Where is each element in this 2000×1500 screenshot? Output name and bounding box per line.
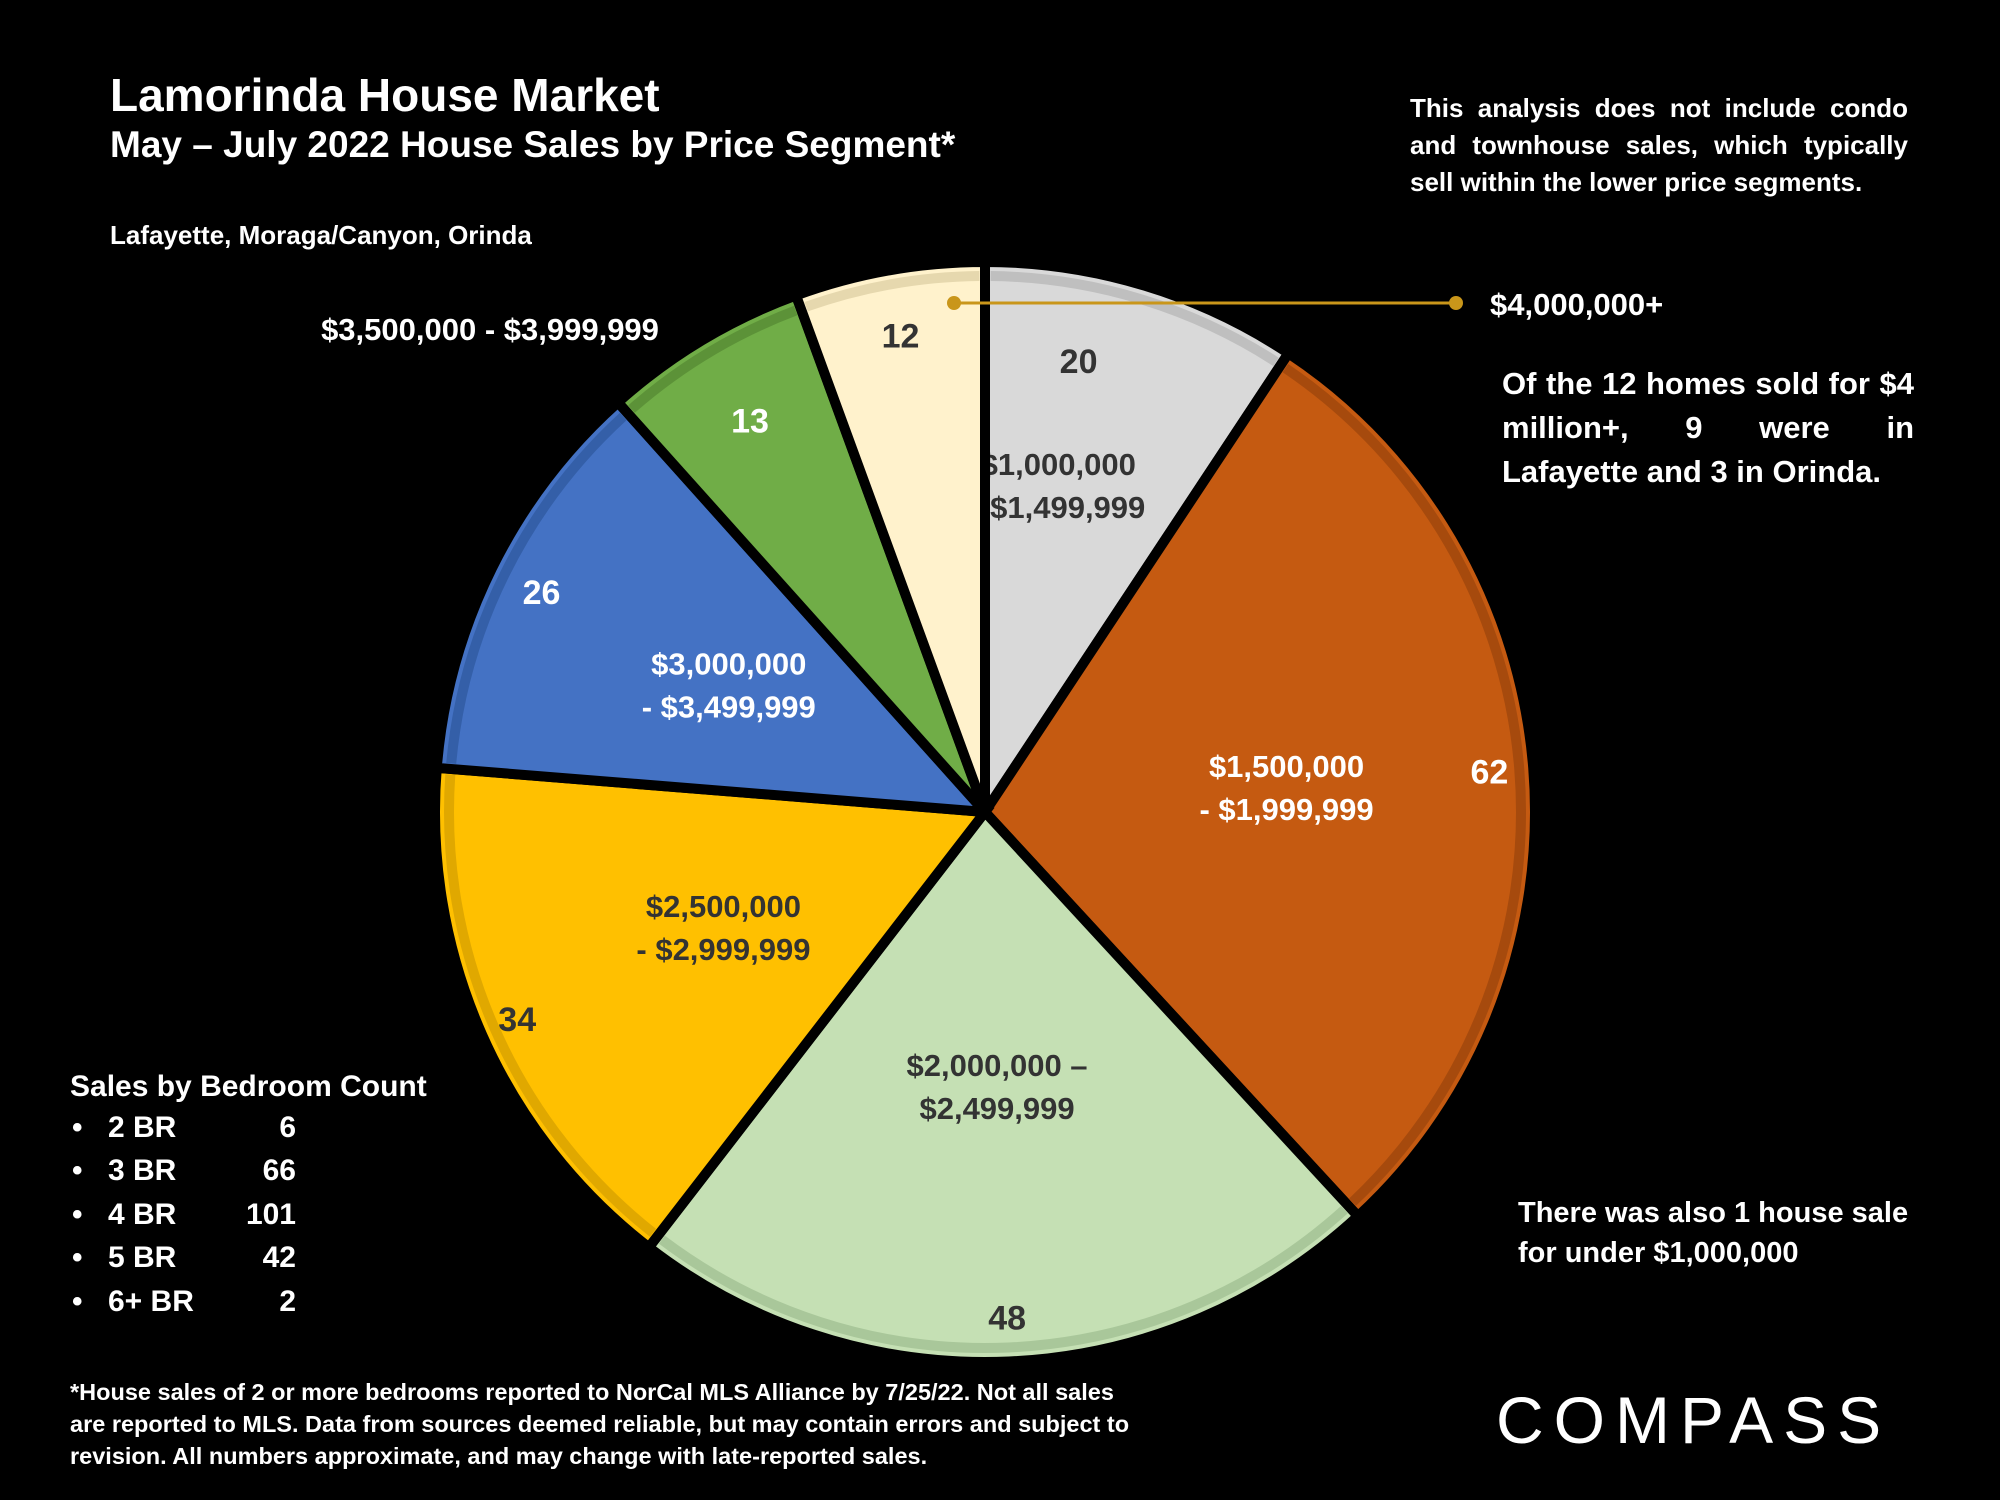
slice-category-label: $1,500,000 [1209, 749, 1364, 784]
pie-slice-rim [990, 271, 1279, 367]
footnote: *House sales of 2 or more bedrooms repor… [70, 1379, 1130, 1469]
bedroom-label: 3 BR [108, 1154, 177, 1188]
pie-slice-rim [658, 1205, 1348, 1353]
logo-text: COMPASS [1496, 1383, 1892, 1457]
slice-value-label: 26 [523, 574, 561, 612]
pie-slice-group [430, 762, 995, 1255]
bedroom-row: • 5 BR 42 [70, 1237, 427, 1281]
chart-title: Lamorinda House Market [110, 69, 660, 121]
bullet-icon: • [72, 1284, 83, 1318]
slice-category-label: $1,000,000 [981, 447, 1136, 482]
slice-value-label: 20 [1060, 343, 1098, 381]
pie-slice-group [789, 256, 990, 814]
slice-category-label: $2,000,000 – [907, 1048, 1088, 1083]
slice-category-label: $3,500,000 - $3,999,999 [321, 312, 659, 347]
pie-slice-rim [446, 412, 627, 764]
bedroom-label: 5 BR [108, 1241, 177, 1275]
under-million-note: There was also 1 house sale for under $1… [1518, 1197, 1909, 1269]
pie-slice [641, 804, 1366, 1367]
slice-category-label: $3,000,000 [651, 646, 806, 681]
bullet-icon: • [72, 1197, 83, 1231]
bedroom-row: • 2 BR 6 [70, 1106, 427, 1150]
slice-category-label: - $3,499,999 [642, 689, 816, 724]
slice-category-label: - $1,499,999 [971, 490, 1145, 525]
bullet-icon: • [72, 1110, 83, 1144]
chart-subtitle: May – July 2022 House Sales by Price Seg… [110, 124, 956, 165]
bedroom-value: 101 [245, 1197, 296, 1231]
bullet-icon: • [72, 1154, 83, 1188]
bedroom-row: • 6+ BR 2 [70, 1280, 427, 1324]
bedroom-value: 2 [279, 1284, 296, 1318]
slice-category-label: $2,499,999 [919, 1091, 1074, 1126]
pie-slice-group [641, 804, 1366, 1367]
bullet-icon: • [72, 1241, 83, 1275]
pie-slice-group [980, 256, 1296, 829]
slice-category-label: - $1,999,999 [1199, 792, 1373, 827]
bedroom-label: 6+ BR [108, 1284, 194, 1318]
pie-slice [431, 395, 998, 818]
slice-category-label: $2,500,000 [646, 889, 801, 924]
region-label: Lafayette, Moraga/Canyon, Orinda [110, 220, 532, 250]
slice-value-label: 48 [988, 1300, 1026, 1338]
leader-dot-icon [1449, 296, 1463, 310]
bedroom-value: 6 [279, 1110, 296, 1144]
pie-slice-group [431, 395, 998, 818]
exclusion-note: This analysis does not include condo and… [1410, 93, 1908, 197]
pie-slice-rim [628, 305, 798, 413]
bedroom-label: 2 BR [108, 1110, 177, 1144]
pie-slice-rim [804, 271, 980, 312]
four-million-note: Of the 12 homes sold for $4 million+, 9 … [1502, 366, 1914, 489]
bedroom-row: • 4 BR 101 [70, 1193, 427, 1237]
slice-value-label: 62 [1470, 753, 1508, 791]
pie-slice [978, 346, 1540, 1224]
pie-slice [789, 256, 990, 814]
bedroom-count-title: Sales by Bedroom Count [70, 1070, 427, 1103]
slice-value-label: 13 [731, 403, 769, 441]
pie-slice-group [978, 346, 1540, 1224]
slice-category-label: $4,000,000+ [1490, 287, 1663, 322]
slice-value-label: 12 [882, 317, 920, 355]
bedroom-label: 4 BR [108, 1197, 177, 1231]
bedroom-value: 42 [262, 1241, 296, 1275]
pie-slice [430, 762, 995, 1255]
pie-slice-rim [1282, 363, 1526, 1206]
pie-slice-rim [444, 774, 657, 1237]
compass-logo: COMPASS [1496, 1382, 1891, 1458]
bedroom-count-list: Sales by Bedroom Count • 2 BR 6 • 3 BR 66 • 4 B… [70, 1070, 427, 1324]
bedroom-value: 66 [262, 1154, 296, 1188]
slice-category-label: - $2,999,999 [636, 932, 810, 967]
bedroom-row: • 3 BR 66 [70, 1150, 427, 1194]
leader-dot-icon [947, 296, 961, 310]
pie-slice-group [610, 289, 990, 816]
pie-slice [610, 289, 990, 816]
pie-slice [980, 256, 1296, 829]
slice-value-label: 34 [498, 1001, 536, 1039]
